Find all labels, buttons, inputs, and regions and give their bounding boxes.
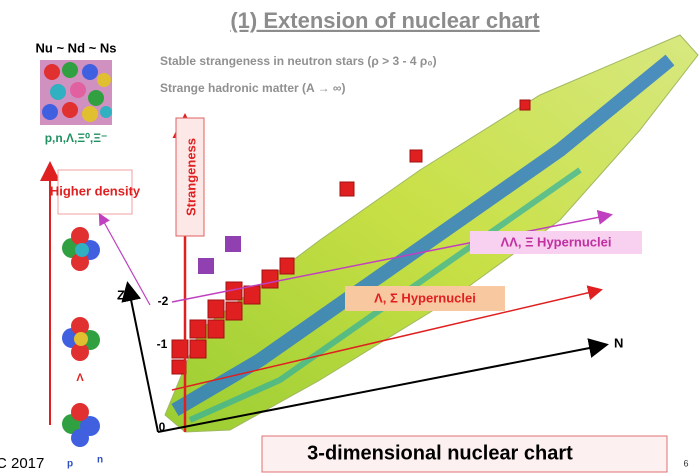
caption: 3-dimensional nuclear chart (307, 442, 573, 464)
nucleus-clusters (62, 227, 100, 447)
level-label: -2 (158, 294, 169, 308)
z-label: Z (117, 287, 125, 302)
note: Stable strangeness in neutron stars (ρ >… (160, 54, 437, 68)
lambda-label: Λ (76, 372, 84, 384)
purple-cubes (198, 236, 241, 274)
double-label: ΛΛ, Ξ Hypernuclei (501, 234, 612, 249)
neutron-label: n (97, 455, 103, 466)
level-label: 0 (159, 420, 166, 434)
particles: p,n,Λ,Ξ⁰,Ξ⁻ (45, 131, 108, 145)
credit: C 2017 (0, 455, 44, 472)
page-number: 6 (683, 458, 688, 468)
title: (1) Extension of nuclear chart (230, 8, 540, 33)
heading: Nu ~ Nd ~ Ns (36, 40, 117, 55)
level-label: -1 (157, 337, 168, 351)
strangeness-label: Strangeness (183, 138, 198, 216)
note: Strange hadronic matter (A → ∞) (160, 81, 345, 95)
n-label: N (614, 335, 623, 350)
density-label: Higher density (50, 183, 141, 198)
proton-label: p (67, 459, 73, 470)
single-label: Λ, Σ Hypernuclei (374, 290, 476, 305)
density-link (100, 215, 150, 305)
z-axis (128, 285, 158, 432)
matter-cluster (40, 60, 112, 125)
slide: (1) Extension of nuclear chart Nu ~ Nd ~… (0, 0, 700, 474)
